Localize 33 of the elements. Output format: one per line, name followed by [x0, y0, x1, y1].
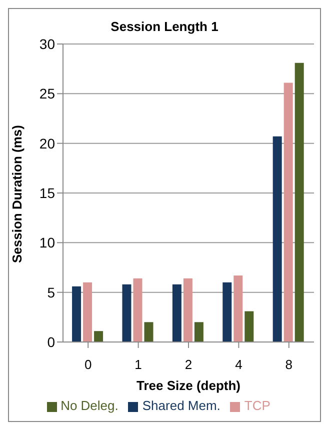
y-tick-label: 20 — [39, 135, 56, 152]
bar — [284, 82, 293, 342]
y-tick-label: 15 — [39, 184, 56, 201]
bar — [194, 322, 204, 342]
x-tick-label: 4 — [235, 357, 242, 372]
y-tick-label: 25 — [39, 86, 56, 102]
x-axis-title: Tree Size (depth) — [136, 378, 241, 393]
bar — [72, 286, 82, 342]
legend-label: Shared Mem. — [142, 398, 220, 413]
bar — [133, 278, 142, 342]
bar — [122, 284, 132, 342]
x-tick-label: 2 — [184, 357, 192, 372]
bar — [222, 282, 232, 342]
y-tick-label: 30 — [39, 36, 56, 52]
legend-label: TCP — [244, 398, 270, 413]
y-tick-label: 5 — [47, 284, 56, 300]
bar — [294, 62, 304, 342]
x-tick-label: 1 — [134, 357, 142, 372]
y-tick-label: 0 — [47, 334, 56, 350]
y-tick-label: 10 — [39, 234, 56, 251]
bar — [144, 322, 154, 342]
x-tick-label: 0 — [84, 357, 92, 372]
bar — [83, 282, 92, 342]
bar — [234, 275, 243, 342]
x-tick-label: 8 — [285, 357, 293, 372]
bar — [272, 136, 282, 342]
bar — [244, 311, 254, 342]
y-axis-title: Session Duration (ms) — [10, 125, 25, 263]
bar — [183, 278, 192, 342]
chart-title: Session Length 1 — [110, 19, 220, 34]
legend-label: No Deleg. — [60, 398, 118, 413]
bar — [94, 331, 104, 342]
bar — [172, 284, 182, 342]
